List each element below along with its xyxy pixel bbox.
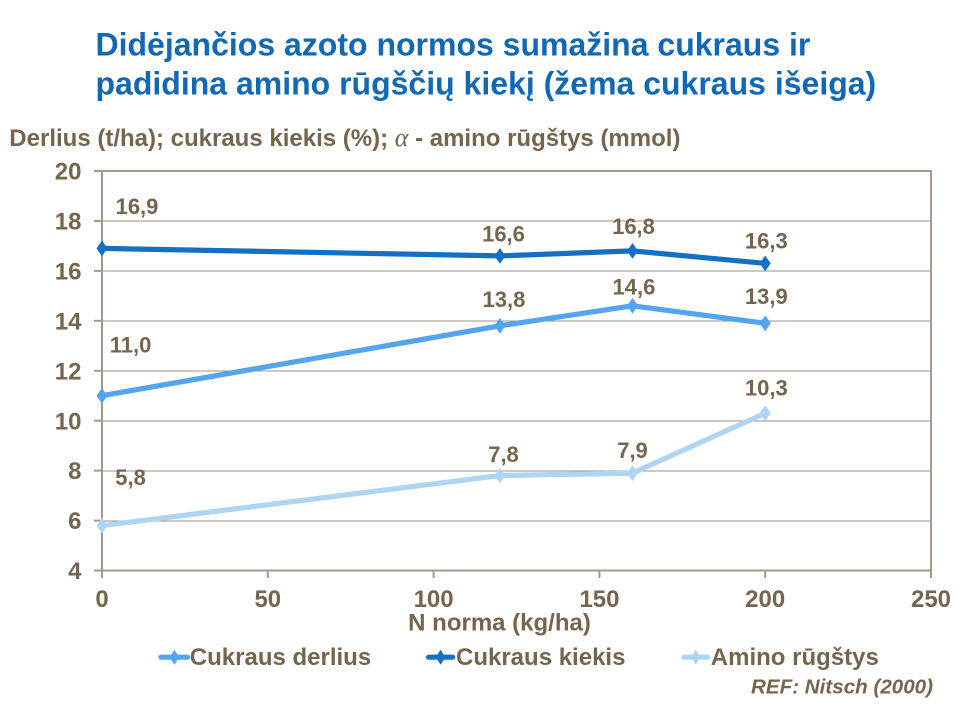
svg-text:4: 4 (68, 558, 82, 585)
svg-text:200: 200 (745, 586, 785, 613)
svg-text:16,6: 16,6 (482, 222, 525, 247)
svg-text:100: 100 (414, 586, 454, 613)
svg-text:16,9: 16,9 (116, 194, 159, 219)
svg-text:16,3: 16,3 (745, 228, 788, 253)
svg-text:Derlius (t/ha); cukraus kiekis: Derlius (t/ha); cukraus kiekis (%); α - … (9, 123, 680, 152)
svg-text:12: 12 (55, 358, 82, 385)
svg-text:16: 16 (55, 259, 82, 286)
svg-text:padidina amino rūgščių kiekį (: padidina amino rūgščių kiekį (žema cukra… (96, 66, 877, 102)
svg-text:50: 50 (254, 586, 281, 613)
svg-text:6: 6 (68, 508, 81, 535)
svg-text:250: 250 (911, 586, 951, 613)
svg-text:150: 150 (579, 586, 619, 613)
svg-text:Didėjančios azoto normos sumaž: Didėjančios azoto normos sumažina cukrau… (96, 26, 811, 62)
svg-text:13,9: 13,9 (745, 284, 788, 309)
svg-text:14: 14 (55, 308, 82, 335)
svg-text:10,3: 10,3 (745, 375, 788, 400)
svg-text:20: 20 (55, 159, 82, 186)
svg-text:11,0: 11,0 (110, 332, 152, 357)
svg-text:Amino rūgštys: Amino rūgštys (711, 644, 879, 671)
svg-text:Cukraus derlius: Cukraus derlius (190, 644, 371, 671)
svg-text:7,9: 7,9 (617, 438, 648, 463)
svg-text:14,6: 14,6 (612, 275, 655, 300)
svg-text:5,8: 5,8 (115, 465, 146, 490)
svg-text:Cukraus kiekis: Cukraus kiekis (456, 644, 625, 671)
svg-text:16,8: 16,8 (612, 214, 655, 239)
svg-text:13,8: 13,8 (482, 287, 525, 312)
svg-text:10: 10 (55, 408, 82, 435)
svg-text:N norma (kg/ha): N norma (kg/ha) (408, 610, 591, 637)
svg-text:0: 0 (95, 586, 108, 613)
svg-text:7,8: 7,8 (488, 442, 519, 467)
svg-text:REF: Nitsch (2000): REF: Nitsch (2000) (751, 676, 933, 699)
svg-text:18: 18 (55, 209, 82, 236)
svg-text:8: 8 (68, 458, 81, 485)
